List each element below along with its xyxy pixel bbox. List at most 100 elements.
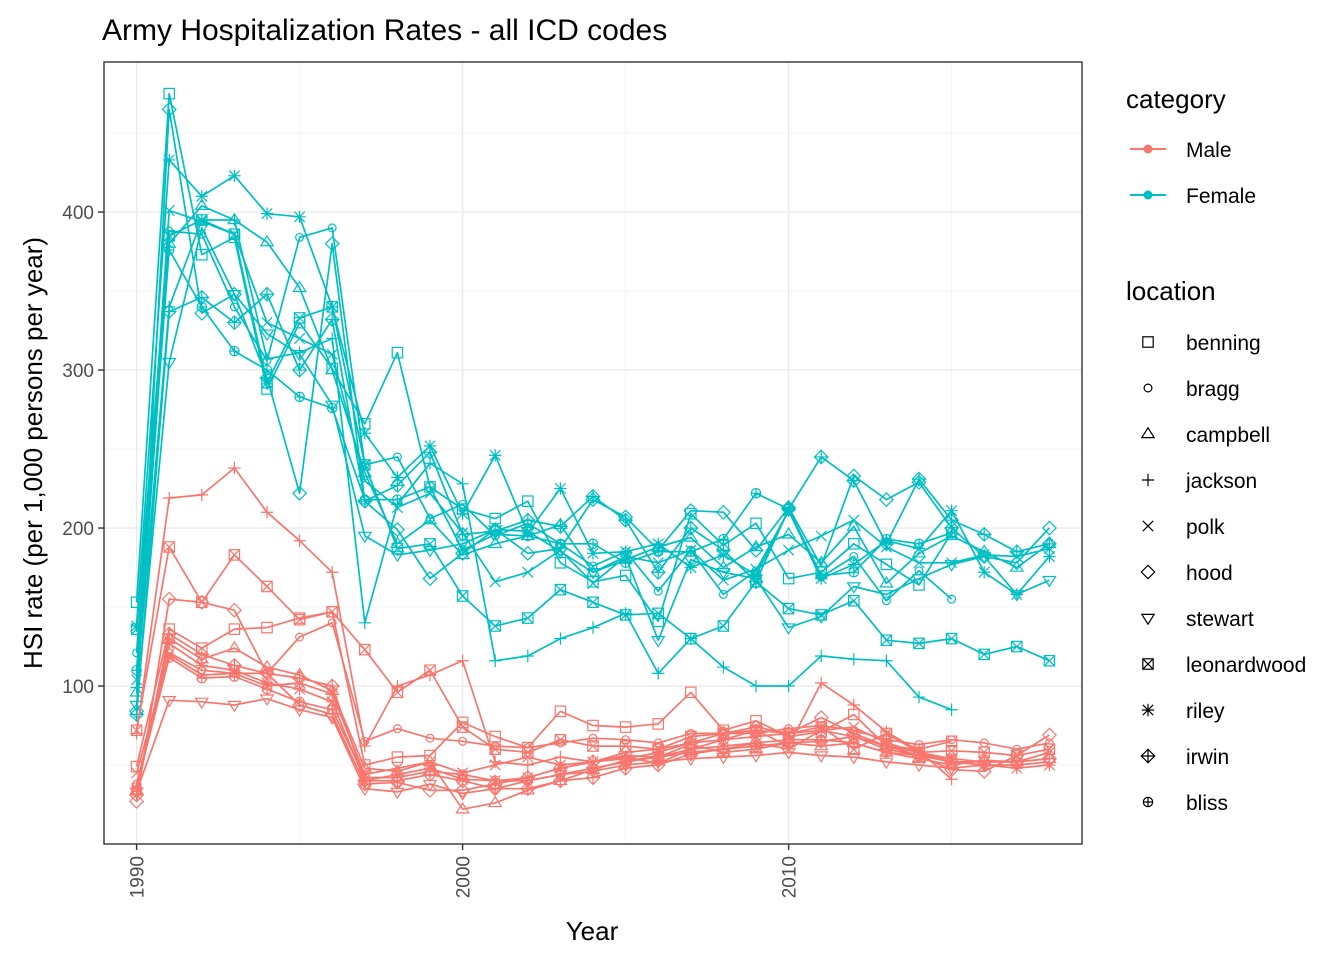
- data-point: [1043, 550, 1056, 563]
- data-point: [425, 733, 435, 743]
- data-point: [194, 646, 210, 662]
- data-point: [620, 557, 631, 569]
- legend-shape-triangle-down: [1140, 613, 1156, 626]
- data-point: [357, 776, 373, 792]
- data-point: [327, 223, 337, 233]
- data-point: [716, 568, 731, 580]
- y-axis: 100 200 300 400: [62, 203, 104, 698]
- data-point: [846, 473, 862, 489]
- data-point: [619, 740, 632, 752]
- legend-key-dot: [1143, 144, 1153, 154]
- data-point: [815, 676, 828, 690]
- y-tick-label: 200: [62, 519, 94, 540]
- data-point: [163, 541, 175, 553]
- data-point: [621, 735, 631, 745]
- data-point: [261, 317, 273, 329]
- data-point: [652, 667, 665, 680]
- data-point: [683, 503, 699, 519]
- data-point: [1041, 751, 1057, 767]
- data-point: [880, 654, 893, 667]
- data-point: [555, 769, 566, 780]
- data-point: [259, 234, 275, 247]
- data-point: [880, 727, 893, 740]
- data-point: [359, 459, 371, 471]
- data-point: [456, 654, 469, 667]
- data-point: [946, 753, 957, 764]
- data-point: [1012, 744, 1022, 754]
- data-point: [292, 280, 307, 293]
- data-point: [195, 659, 208, 672]
- data-point: [261, 580, 273, 593]
- data-point: [521, 495, 534, 507]
- legend-label: hood: [1186, 562, 1233, 585]
- data-point: [521, 758, 534, 772]
- data-point: [913, 557, 925, 569]
- y-tick-label: 400: [62, 203, 94, 224]
- data-point: [161, 101, 177, 117]
- data-point: [520, 512, 536, 528]
- data-point: [292, 350, 307, 362]
- series-layer: [129, 87, 1057, 814]
- data-point: [292, 485, 308, 501]
- data-point: [749, 730, 763, 743]
- data-point: [945, 504, 958, 517]
- data-point: [129, 706, 145, 723]
- x-tick-label: 2010: [780, 856, 801, 898]
- data-point: [293, 613, 306, 626]
- data-point: [457, 769, 468, 780]
- legend-shape-plus: [1141, 473, 1155, 487]
- data-point: [293, 534, 306, 547]
- data-point: [944, 512, 960, 528]
- x-axis: 1990 2000 2010: [128, 844, 801, 898]
- data-point: [1044, 738, 1054, 748]
- legend-label: polk: [1186, 516, 1225, 539]
- data-point: [588, 733, 598, 743]
- data-point: [683, 530, 699, 542]
- legend-location-title: location: [1126, 276, 1216, 306]
- data-point: [521, 649, 534, 663]
- data-point: [422, 444, 438, 460]
- series-line-female-bliss: [135, 249, 952, 671]
- x-tick-label: 2000: [454, 856, 475, 898]
- data-point: [880, 558, 893, 571]
- data-point: [260, 506, 274, 519]
- legend-item-polk: polk: [1142, 516, 1225, 539]
- data-point: [554, 733, 567, 746]
- data-point: [718, 533, 729, 545]
- data-point: [652, 607, 664, 620]
- data-point: [652, 546, 664, 558]
- data-point: [815, 649, 828, 663]
- data-point: [228, 213, 241, 227]
- data-point: [782, 679, 795, 693]
- data-point: [326, 300, 339, 314]
- y-tick-label: 100: [62, 677, 94, 698]
- data-point: [359, 494, 371, 505]
- legend-label: irwin: [1186, 746, 1229, 769]
- legend: category Male Female location benning brag…: [1126, 84, 1306, 815]
- data-point: [130, 681, 143, 694]
- data-point: [487, 536, 503, 549]
- data-point: [945, 703, 958, 716]
- legend-item-leonardwood: leonardwood: [1142, 654, 1306, 677]
- data-point: [879, 757, 894, 770]
- data-point: [392, 452, 402, 462]
- data-point: [976, 526, 992, 542]
- legend-label: bragg: [1186, 378, 1240, 401]
- data-point: [554, 482, 567, 495]
- data-point: [585, 492, 601, 508]
- data-point: [1010, 640, 1023, 653]
- data-point: [587, 577, 599, 589]
- data-point: [522, 775, 534, 787]
- legend-label: Female: [1186, 185, 1256, 208]
- data-point: [295, 232, 305, 242]
- data-point: [783, 734, 794, 746]
- data-point: [522, 530, 534, 542]
- legend-shape-circle-plus: [1142, 796, 1154, 808]
- series-line-male-bragg: [135, 621, 1050, 785]
- data-point: [783, 503, 794, 515]
- data-point: [457, 544, 468, 556]
- data-point: [489, 620, 501, 632]
- data-point: [552, 518, 568, 535]
- data-point: [717, 733, 730, 746]
- data-point: [881, 596, 891, 606]
